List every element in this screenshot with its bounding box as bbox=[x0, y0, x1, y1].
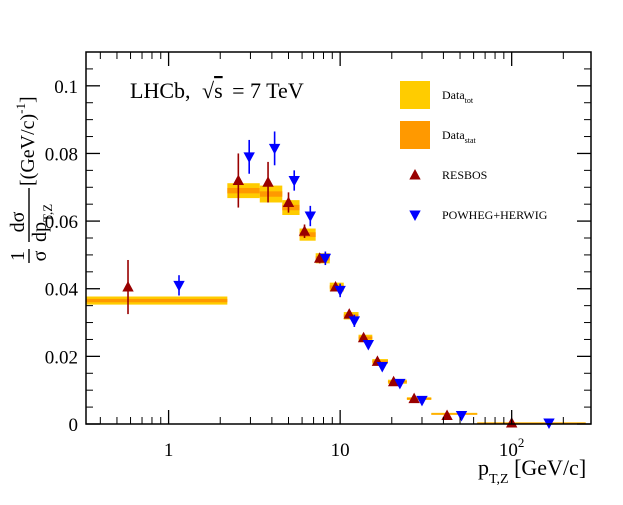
data-stat-band-0 bbox=[86, 298, 228, 303]
resbos-point-1 bbox=[232, 174, 245, 186]
y-axis-label: 1 σ dσ dpT,Z [(GeV/c)-1] bbox=[7, 96, 55, 263]
powheg-point-1 bbox=[243, 152, 255, 163]
resbos-point-10 bbox=[387, 375, 400, 387]
legend-data_tot-swatch bbox=[400, 81, 430, 109]
annotation-s: s bbox=[214, 78, 223, 103]
legend-data_stat-label: Datastat bbox=[442, 128, 477, 145]
resbos-point-0 bbox=[122, 281, 134, 292]
powheg-point-10 bbox=[394, 378, 406, 390]
legend: Datatot Datastat RESBOS POWHEG+HERWIG bbox=[400, 81, 548, 222]
powheg-point-12 bbox=[455, 411, 468, 422]
resbos-point-2 bbox=[262, 176, 274, 187]
powheg-point-6 bbox=[334, 285, 346, 297]
y-tick-label-5: 0.1 bbox=[54, 77, 78, 98]
annotation-sqrt: √ bbox=[202, 78, 215, 103]
data-stat-band-2 bbox=[259, 191, 283, 197]
x-axis-label: pT,Z [GeV/c] bbox=[478, 455, 586, 487]
legend-resbos-marker bbox=[409, 169, 421, 180]
y-label-unit: [(GeV/c)-1] bbox=[13, 96, 39, 186]
y-tick-label-4: 0.08 bbox=[45, 144, 78, 165]
resbos-point-8 bbox=[357, 331, 370, 343]
powheg-point-8 bbox=[362, 340, 375, 351]
experiment-annotation: LHCb, √s = 7 TeV bbox=[130, 78, 304, 103]
y-label-frac-den: σ bbox=[29, 250, 51, 261]
data-stat-band-3 bbox=[282, 204, 300, 211]
x-tick-label-2: 102 bbox=[499, 435, 525, 461]
resbos-point-11 bbox=[408, 392, 420, 404]
powheg-point-9 bbox=[376, 362, 388, 373]
y-label-unit-sup: -1 bbox=[13, 103, 28, 114]
y-label-unit-main: [(GeV/c) bbox=[17, 114, 39, 186]
powheg-point-3 bbox=[288, 176, 300, 187]
legend-powheg-marker bbox=[409, 210, 421, 221]
x-axis-label-sub: T,Z bbox=[489, 472, 509, 487]
data-stat-band-13 bbox=[477, 422, 586, 424]
x-tick-label-1: 10 bbox=[331, 440, 350, 461]
legend-data_stat-swatch bbox=[400, 121, 430, 149]
prediction-markers bbox=[122, 131, 555, 429]
x-axis-label-main: p bbox=[478, 455, 489, 480]
data-stat-band-1 bbox=[227, 187, 260, 194]
y-label-unit-close: ] bbox=[17, 96, 39, 103]
resbos-point-4 bbox=[298, 225, 311, 236]
svg-text:LHCb, √s = 7 TeV: LHCb, √s = 7 TeV bbox=[130, 78, 304, 103]
plot-frame bbox=[85, 51, 592, 425]
powheg-point-2 bbox=[268, 143, 281, 155]
y-label-dden-main: dp bbox=[29, 222, 51, 242]
legend-resbos-label: RESBOS bbox=[442, 168, 487, 182]
legend-powheg-label: POWHEG+HERWIG bbox=[442, 208, 548, 222]
legend-data_tot-label: Datatot bbox=[442, 88, 474, 105]
y-label-dden: dpT,Z bbox=[29, 204, 55, 242]
powheg-point-5 bbox=[319, 253, 332, 265]
powheg-point-11 bbox=[416, 395, 428, 407]
y-tick-label-3: 0.06 bbox=[45, 212, 78, 233]
data-stat-band-12 bbox=[431, 413, 478, 415]
powheg-point-0 bbox=[173, 280, 185, 292]
resbos-point-7 bbox=[343, 308, 355, 319]
y-tick-label-2: 0.04 bbox=[45, 280, 79, 301]
annotation-energy: = 7 TeV bbox=[232, 78, 304, 103]
y-label-frac-num: 1 bbox=[7, 251, 29, 261]
annotation-experiment: LHCb, bbox=[130, 78, 191, 103]
x-axis-label-unit: [GeV/c] bbox=[509, 455, 587, 480]
y-tick-label-1: 0.02 bbox=[45, 347, 78, 368]
resbos-point-5 bbox=[313, 252, 326, 263]
x-tick-label-0: 1 bbox=[164, 440, 174, 461]
powheg-point-7 bbox=[348, 316, 361, 327]
axis-ticks: 0 0.02 0.04 0.06 0.08 0.1 1 10 102 bbox=[45, 52, 591, 461]
resbos-point-3 bbox=[282, 196, 295, 207]
resbos-point-12 bbox=[441, 409, 453, 421]
y-tick-label-0: 0 bbox=[69, 415, 79, 436]
y-label-dden-sub: T,Z bbox=[40, 204, 55, 222]
powheg-point-4 bbox=[304, 211, 317, 223]
y-label-dnum: dσ bbox=[7, 211, 29, 232]
